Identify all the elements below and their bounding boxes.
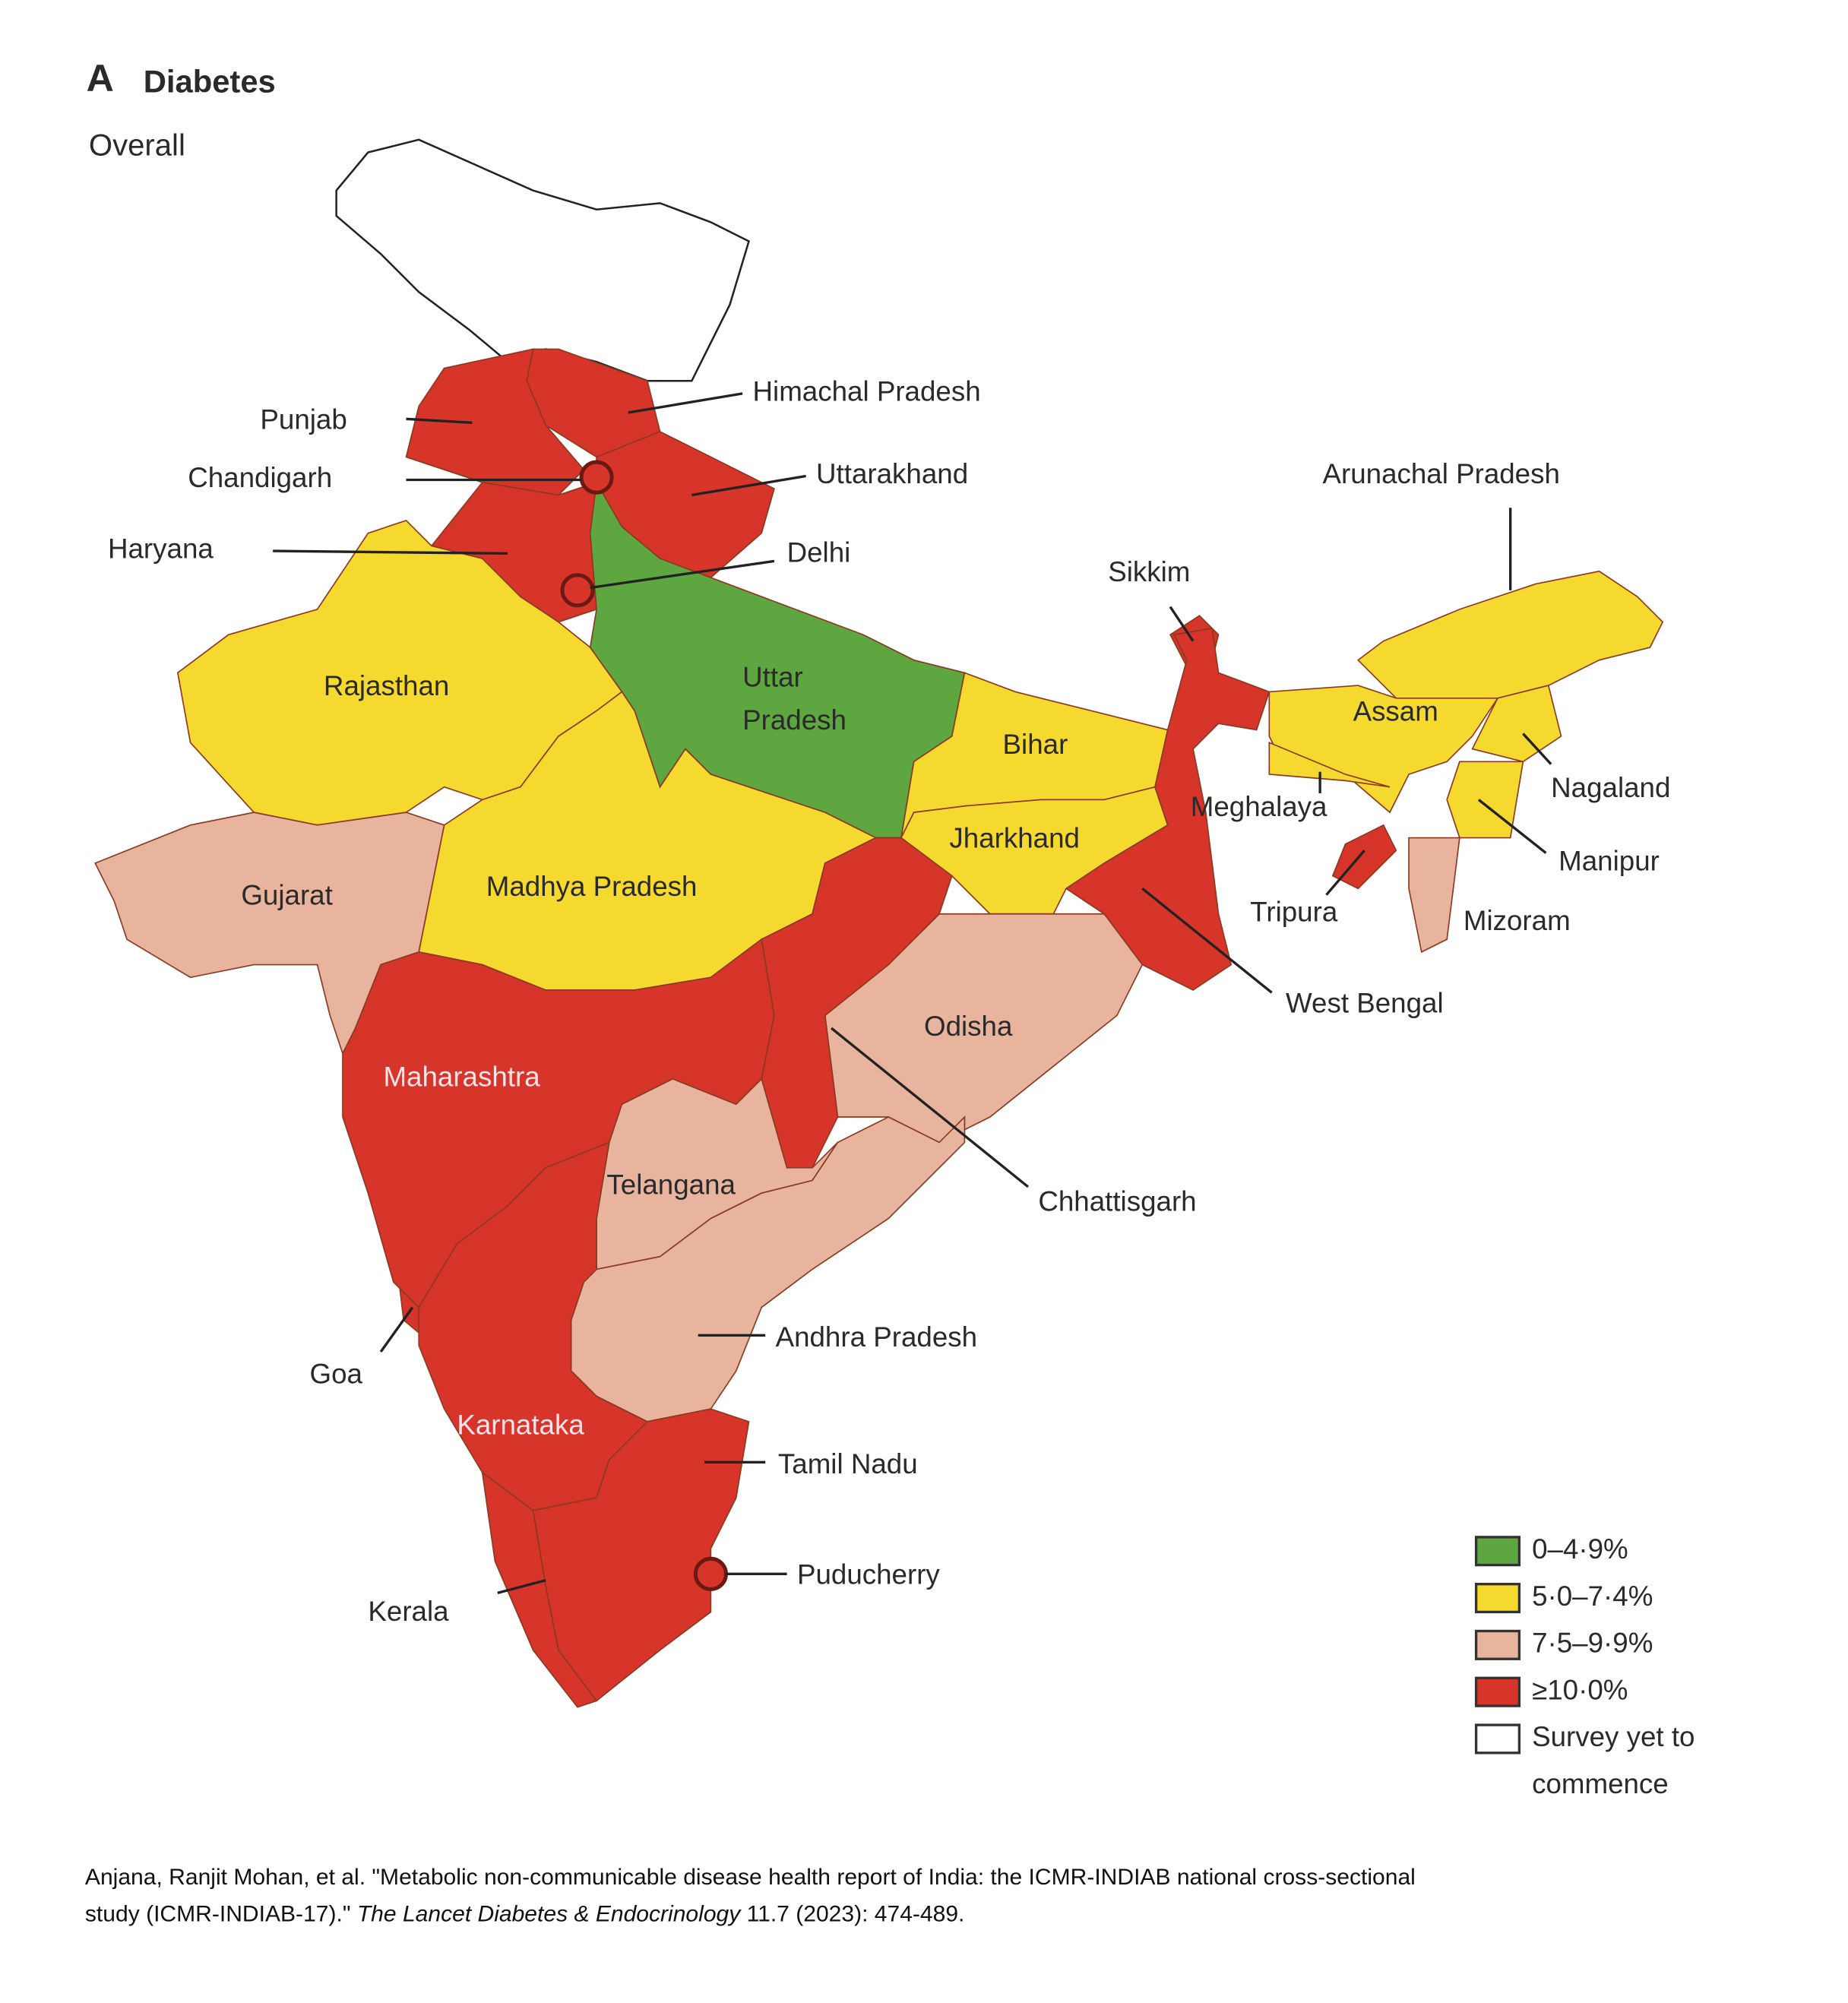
state-label: Jharkhand <box>949 823 1080 854</box>
legend-label: 7·5–9·9% <box>1532 1628 1653 1659</box>
legend-label: Survey yet to <box>1532 1721 1695 1752</box>
leader-line <box>497 1579 546 1594</box>
unsurveyed-region <box>335 138 750 382</box>
legend-swatch <box>1474 1536 1521 1567</box>
state-label: Nagaland <box>1551 772 1670 803</box>
state-label: Chandigarh <box>188 462 332 493</box>
state-label: Assam <box>1353 696 1438 727</box>
state-label: Kerala <box>368 1596 449 1627</box>
leader-line <box>628 392 743 414</box>
leader-line <box>691 474 806 497</box>
state-label: Bihar <box>1003 729 1068 760</box>
leader-line <box>1141 888 1273 994</box>
leader-line <box>379 1306 414 1353</box>
state-label: Pradesh <box>742 704 846 736</box>
state-label: Gujarat <box>241 880 332 911</box>
state-label: Tripura <box>1250 896 1338 927</box>
legend-label: commence <box>1532 1768 1669 1799</box>
state-label: Goa <box>310 1358 363 1389</box>
legend-label: 0–4·9% <box>1532 1533 1628 1565</box>
leader-line <box>1325 850 1365 896</box>
state-label: Andhra Pradesh <box>776 1321 977 1353</box>
legend-label: 5·0–7·4% <box>1532 1581 1653 1612</box>
leader-line <box>1169 606 1195 642</box>
state-label: Uttar <box>742 661 803 692</box>
state-region <box>1065 627 1270 991</box>
leader-line <box>590 559 775 590</box>
panel-letter: A <box>87 57 114 100</box>
state-label: Manipur <box>1558 846 1660 877</box>
state-label: Haryana <box>108 533 214 565</box>
state-label: Puducherry <box>797 1558 940 1590</box>
state-region <box>1268 741 1391 788</box>
state-marker <box>693 1556 728 1591</box>
citation-journal: The Lancet Diabetes & Endocrinology <box>357 1902 742 1927</box>
citation-text: Anjana, Ranjit Mohan, et al. "Metabolic … <box>85 1865 1416 1890</box>
state-label: Arunachal Pradesh <box>1322 458 1559 489</box>
state-label: Tamil Nadu <box>778 1448 918 1479</box>
state-marker <box>579 460 614 495</box>
state-label: Rajasthan <box>324 670 449 701</box>
state-region <box>1471 685 1562 763</box>
state-marker <box>560 573 595 608</box>
map-title: Diabetes <box>144 63 276 99</box>
citation-text: study (ICMR-INDIAB-17)." <box>85 1902 351 1927</box>
state-region <box>1408 837 1460 954</box>
state-label: Punjab <box>260 403 346 435</box>
leader-line <box>831 1027 1030 1188</box>
state-label: Meghalaya <box>1191 791 1327 822</box>
citation: study (ICMR-INDIAB-17)." The Lancet Diabe… <box>85 1902 964 1927</box>
leader-line <box>406 417 473 424</box>
state-label: Delhi <box>787 537 851 568</box>
regions <box>94 138 1664 1708</box>
leader-line <box>273 549 508 555</box>
citation-text: 11.7 (2023): 474-489. <box>747 1902 965 1927</box>
state-label: Maharashtra <box>383 1062 540 1093</box>
labels: Himachal Pradesh Punjab Chandigarh Uttarakh… <box>108 376 1670 1627</box>
legend: 0–4·9% 5·0–7·4% 7·5–9·9% ≥10·0% Survey yet t… <box>1474 1533 1695 1799</box>
legend-swatch <box>1474 1583 1521 1614</box>
leader-line <box>1522 733 1552 765</box>
citation: Anjana, Ranjit Mohan, et al. "Metabolic … <box>85 1865 1416 1890</box>
legend-swatch <box>1474 1629 1521 1660</box>
state-label: Mizoram <box>1464 905 1571 936</box>
legend-swatch <box>1474 1676 1521 1707</box>
legend-label: ≥10·0% <box>1532 1674 1628 1705</box>
state-label: West Bengal <box>1286 988 1444 1019</box>
leader-line <box>1477 799 1547 854</box>
state-label: Himachal Pradesh <box>753 376 981 407</box>
state-label: Chhattisgarh <box>1038 1185 1196 1217</box>
legend-swatch <box>1474 1723 1521 1755</box>
state-label: Uttarakhand <box>816 458 968 489</box>
state-label: Odisha <box>924 1011 1013 1042</box>
state-label: Madhya Pradesh <box>486 871 698 902</box>
state-label: Sikkim <box>1108 556 1190 587</box>
state-label: Karnataka <box>457 1409 584 1440</box>
state-region <box>1331 824 1397 890</box>
map-subtitle: Overall <box>89 128 185 162</box>
state-region <box>405 348 585 496</box>
state-label: Telangana <box>606 1169 736 1201</box>
state-region <box>824 913 1144 1144</box>
